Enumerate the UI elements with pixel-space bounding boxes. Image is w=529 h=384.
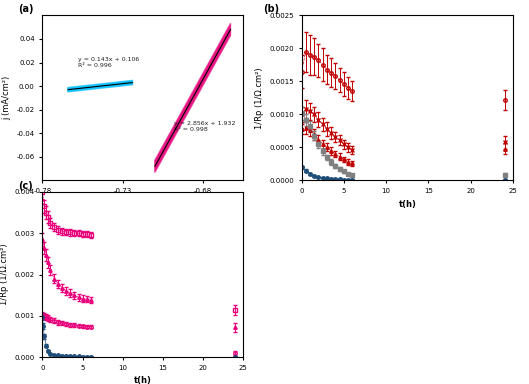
Text: (b): (b): [263, 4, 279, 14]
Text: (a): (a): [18, 4, 34, 14]
X-axis label: t(h): t(h): [134, 376, 152, 384]
Text: (c): (c): [18, 181, 33, 191]
Text: y = 2.856x + 1.932
R² = 0.998: y = 2.856x + 1.932 R² = 0.998: [174, 121, 236, 132]
X-axis label: t(h): t(h): [398, 200, 416, 209]
Y-axis label: 1/Rp (1/Ω.cm²): 1/Rp (1/Ω.cm²): [0, 244, 9, 305]
Text: y = 0.143x + 0.106
R² = 0.996: y = 0.143x + 0.106 R² = 0.996: [78, 58, 139, 68]
Y-axis label: j (mA/cm²): j (mA/cm²): [2, 76, 11, 120]
X-axis label: E (V) vs SCE: E (V) vs SCE: [114, 200, 171, 209]
Y-axis label: 1/Rp (1/Ω.cm²): 1/Rp (1/Ω.cm²): [254, 67, 263, 129]
